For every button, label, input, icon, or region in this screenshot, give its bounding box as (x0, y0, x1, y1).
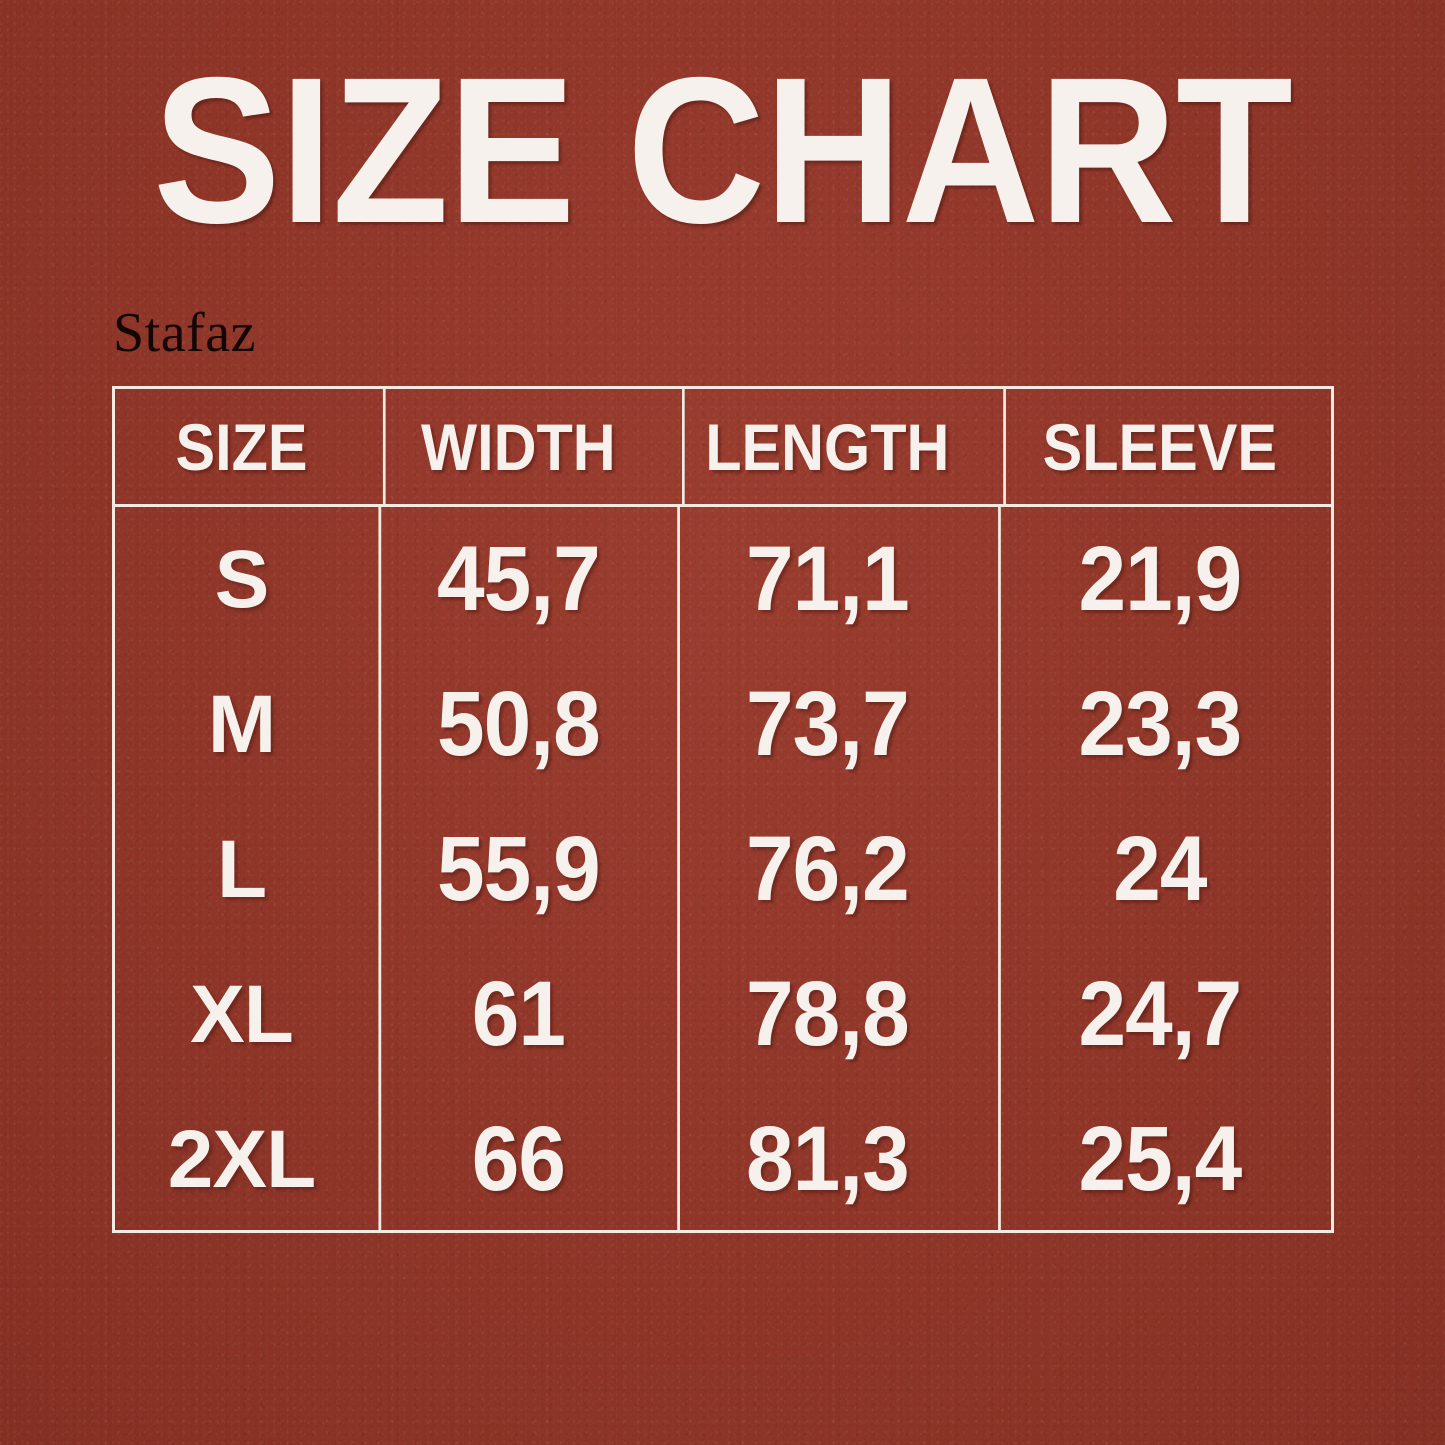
brand-name: Stafaz (113, 302, 256, 364)
table-header-row: SIZE WIDTH LENGTH SLEEVE (115, 389, 1331, 507)
cell-length: 78,8 (677, 942, 975, 1087)
size-chart-table: SIZE WIDTH LENGTH SLEEVE S 45,7 71,1 21,… (112, 386, 1334, 1233)
cell-sleeve: 21,9 (998, 507, 1319, 652)
cell-size: L (216, 823, 267, 915)
cell-length: 73,7 (677, 652, 975, 797)
table-row: 2XL 66 81,3 25,4 (115, 1087, 1331, 1232)
table-row: XL 61 78,8 24,7 (115, 942, 1331, 1087)
cell-size: M (207, 678, 276, 770)
cell-sleeve: 24,7 (998, 942, 1319, 1087)
cell-width: 66 (378, 1087, 655, 1232)
page-title: SIZE CHART (153, 35, 1293, 267)
column-header-length: LENGTH (682, 389, 970, 504)
table-row: L 55,9 76,2 24 (115, 797, 1331, 942)
column-header-size: SIZE (175, 409, 308, 484)
cell-width: 61 (378, 942, 655, 1087)
cell-sleeve: 25,4 (998, 1087, 1319, 1232)
cell-sleeve: 23,3 (998, 652, 1319, 797)
cell-length: 71,1 (677, 507, 975, 652)
cell-size: 2XL (167, 1113, 316, 1205)
cell-size: S (214, 533, 270, 625)
cell-length: 81,3 (677, 1087, 975, 1232)
table-row: S 45,7 71,1 21,9 (115, 507, 1331, 652)
cell-width: 50,8 (378, 652, 655, 797)
table-row: M 50,8 73,7 23,3 (115, 652, 1331, 797)
cell-width: 45,7 (378, 507, 655, 652)
column-header-width: WIDTH (382, 389, 651, 504)
cell-width: 55,9 (378, 797, 655, 942)
column-header-sleeve: SLEEVE (1003, 389, 1314, 504)
cell-size: XL (190, 968, 294, 1060)
cell-sleeve: 24 (998, 797, 1319, 942)
cell-length: 76,2 (677, 797, 975, 942)
